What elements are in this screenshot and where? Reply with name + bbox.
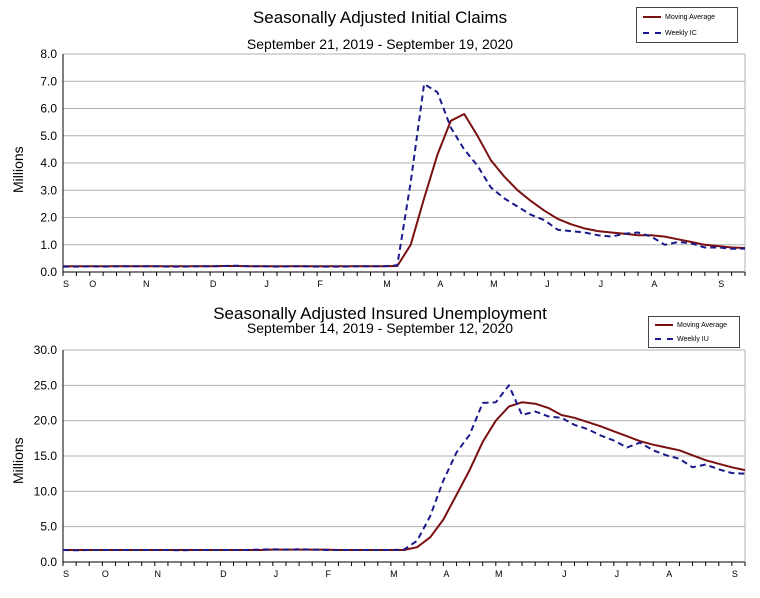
initial-claims-chart: Seasonally Adjusted Initial Claims Septe…: [0, 0, 760, 298]
y-tick-label: 4.0: [40, 156, 57, 170]
x-tick-label: S: [732, 569, 738, 579]
series-line-moving-average: [63, 401, 746, 551]
x-tick-label: M: [495, 569, 503, 579]
y-tick-label: 20.0: [34, 414, 58, 428]
legend-label: Moving Average: [665, 13, 716, 21]
legend-swatch-solid: [655, 324, 673, 326]
x-tick-label: O: [89, 279, 96, 289]
x-tick-label: A: [651, 279, 657, 289]
x-tick-label: A: [666, 569, 672, 579]
x-tick-label: J: [274, 569, 279, 579]
x-tick-label: A: [443, 569, 449, 579]
y-tick-label: 8.0: [40, 47, 57, 61]
legend-label: Weekly IC: [665, 29, 697, 37]
x-tick-label: M: [383, 279, 391, 289]
y-tick-label: 5.0: [40, 520, 57, 534]
plot-area: 0.0 1.0 2.0 3.0 4.0 5.0 6.0 7.0 8.0 S O N D J F M A M J J A S: [40, 47, 746, 289]
x-tick-label: S: [718, 279, 724, 289]
y-tick-label: 0.0: [40, 555, 57, 569]
legend-swatch-dashed: [643, 32, 661, 34]
legend-label: Weekly IU: [677, 335, 709, 343]
chart-title: Seasonally Adjusted Insured Unemployment: [213, 304, 547, 323]
x-tick-label: N: [155, 569, 162, 579]
y-tick-label: 1.0: [40, 238, 57, 252]
legend-item-moving-average: Moving Average: [643, 12, 715, 22]
y-tick-label: 30.0: [34, 343, 58, 357]
series-line-weekly: [62, 384, 746, 552]
y-tick-label: 2.0: [40, 211, 57, 225]
y-tick-label: 0.0: [40, 265, 57, 279]
x-tick-label: J: [545, 279, 550, 289]
legend: Moving Average Weekly IU: [648, 316, 740, 348]
insured-unemployment-chart: Seasonally Adjusted Insured Unemployment…: [0, 298, 760, 598]
x-tick-label: S: [63, 569, 69, 579]
series-line-weekly: [63, 83, 746, 268]
legend-swatch-dashed: [655, 338, 673, 340]
legend-item-moving-average: Moving Average: [655, 320, 727, 330]
chart-subtitle: September 14, 2019 - September 12, 2020: [246, 320, 514, 336]
legend-label: Moving Average: [677, 321, 728, 329]
y-tick-label: 25.0: [34, 378, 58, 392]
x-tick-label: F: [326, 569, 332, 579]
x-tick-label: J: [264, 279, 269, 289]
x-tick-label: O: [102, 569, 109, 579]
x-tick-label: J: [615, 569, 620, 579]
x-tick-label: D: [220, 569, 227, 579]
x-tick-label: A: [437, 279, 443, 289]
y-tick-label: 15.0: [34, 449, 58, 463]
plot-area: 0.0 5.0 10.0 15.0 20.0 25.0 30.0 S O N D J F M A M J J A S: [34, 343, 746, 579]
y-tick-label: 3.0: [40, 183, 57, 197]
x-tick-label: S: [63, 279, 69, 289]
y-tick-label: 5.0: [40, 129, 57, 143]
legend-item-weekly: Weekly IC: [643, 28, 697, 38]
legend-item-weekly: Weekly IU: [655, 334, 709, 344]
chart-subtitle: September 21, 2019 - September 19, 2020: [246, 36, 514, 52]
x-tick-label: F: [317, 279, 323, 289]
y-tick-label: 6.0: [40, 102, 57, 116]
legend: Moving Average Weekly IC: [636, 7, 738, 43]
x-tick-label: J: [599, 279, 604, 289]
chart-title: Seasonally Adjusted Initial Claims: [252, 8, 508, 27]
y-tick-label: 7.0: [40, 74, 57, 88]
x-tick-label: M: [390, 569, 398, 579]
x-tick-label: M: [490, 279, 498, 289]
x-tick-label: N: [143, 279, 150, 289]
legend-swatch-solid: [643, 16, 661, 18]
y-tick-label: 10.0: [34, 484, 58, 498]
x-tick-label: D: [210, 279, 217, 289]
x-tick-label: J: [562, 569, 567, 579]
